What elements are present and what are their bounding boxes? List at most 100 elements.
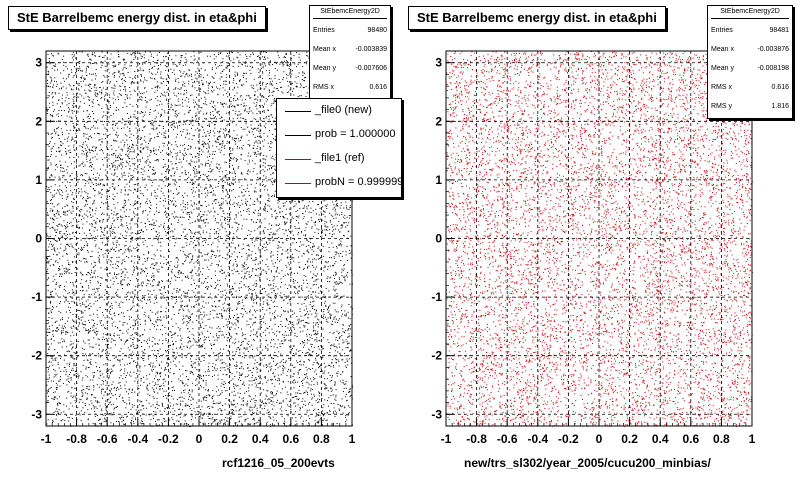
data-point bbox=[114, 273, 115, 275]
data-point bbox=[152, 381, 154, 383]
data-point bbox=[189, 153, 191, 155]
data-point bbox=[293, 402, 295, 404]
data-point bbox=[275, 394, 277, 396]
data-point bbox=[288, 68, 290, 69]
data-point bbox=[218, 163, 220, 165]
data-point bbox=[161, 422, 163, 424]
data-point bbox=[93, 407, 95, 409]
data-point bbox=[268, 200, 270, 202]
data-point bbox=[125, 94, 127, 95]
data-point bbox=[107, 325, 108, 327]
data-point bbox=[119, 364, 121, 366]
data-point bbox=[48, 349, 50, 350]
data-point bbox=[250, 198, 251, 200]
data-point bbox=[198, 194, 200, 196]
data-point bbox=[89, 152, 91, 154]
data-point bbox=[50, 343, 52, 345]
data-point bbox=[308, 211, 310, 213]
data-point bbox=[255, 257, 257, 258]
data-point bbox=[226, 65, 228, 67]
data-point bbox=[289, 73, 291, 75]
data-point bbox=[108, 68, 110, 70]
data-point bbox=[219, 135, 221, 137]
data-point bbox=[121, 164, 123, 166]
data-point bbox=[100, 149, 102, 150]
data-point bbox=[126, 363, 128, 365]
data-point bbox=[56, 211, 58, 213]
data-point bbox=[150, 362, 152, 364]
data-point bbox=[80, 195, 82, 197]
data-point bbox=[319, 297, 321, 299]
data-point bbox=[221, 146, 223, 148]
data-point bbox=[213, 421, 215, 423]
data-point bbox=[341, 398, 343, 400]
data-point bbox=[274, 343, 276, 345]
data-point bbox=[195, 101, 196, 103]
data-point bbox=[329, 410, 331, 412]
data-point bbox=[61, 327, 63, 329]
data-point bbox=[270, 391, 272, 393]
data-point bbox=[129, 249, 131, 251]
data-point bbox=[257, 367, 259, 369]
data-point bbox=[212, 306, 214, 307]
data-point bbox=[107, 241, 109, 243]
data-point bbox=[337, 311, 339, 313]
data-point bbox=[156, 269, 158, 271]
data-point bbox=[262, 383, 264, 385]
data-point bbox=[271, 403, 273, 405]
data-point bbox=[273, 354, 275, 356]
data-point bbox=[263, 96, 265, 98]
data-point bbox=[253, 338, 255, 340]
data-point bbox=[331, 380, 333, 381]
data-point bbox=[299, 343, 301, 345]
data-point bbox=[340, 202, 342, 204]
data-point bbox=[104, 403, 106, 405]
data-point bbox=[286, 266, 288, 268]
data-point bbox=[110, 231, 112, 233]
data-point bbox=[73, 149, 75, 151]
data-point bbox=[341, 224, 343, 226]
data-point bbox=[136, 137, 138, 139]
data-point bbox=[270, 105, 272, 107]
data-point bbox=[255, 275, 257, 276]
data-point bbox=[164, 369, 166, 371]
data-point bbox=[334, 309, 336, 311]
data-point bbox=[89, 207, 91, 208]
data-point bbox=[180, 412, 182, 414]
data-point bbox=[178, 112, 180, 114]
data-point bbox=[236, 317, 238, 319]
data-point bbox=[145, 146, 147, 148]
data-point bbox=[169, 122, 171, 123]
data-point bbox=[205, 134, 207, 136]
data-point bbox=[230, 103, 232, 105]
data-point bbox=[209, 184, 211, 186]
data-point bbox=[301, 230, 302, 232]
data-point bbox=[161, 187, 163, 189]
data-point bbox=[299, 83, 301, 85]
data-point bbox=[269, 284, 271, 286]
data-point bbox=[126, 222, 127, 224]
data-point bbox=[216, 163, 218, 165]
data-point bbox=[124, 86, 126, 88]
data-point bbox=[184, 423, 186, 425]
data-point bbox=[139, 229, 141, 231]
data-point bbox=[234, 258, 236, 260]
data-point bbox=[333, 204, 335, 206]
data-point bbox=[175, 78, 177, 80]
data-point bbox=[183, 415, 185, 417]
data-point bbox=[92, 209, 93, 210]
data-point bbox=[154, 86, 156, 88]
data-point bbox=[118, 421, 119, 423]
data-point bbox=[88, 66, 89, 68]
data-point bbox=[233, 79, 235, 81]
data-point bbox=[331, 362, 333, 364]
data-point bbox=[246, 297, 248, 299]
data-point bbox=[197, 104, 199, 106]
data-point bbox=[276, 69, 278, 71]
data-point bbox=[214, 219, 216, 221]
data-point bbox=[83, 327, 85, 329]
data-point bbox=[312, 210, 314, 212]
data-point bbox=[279, 227, 281, 229]
data-point bbox=[270, 288, 272, 290]
data-point bbox=[123, 236, 125, 238]
